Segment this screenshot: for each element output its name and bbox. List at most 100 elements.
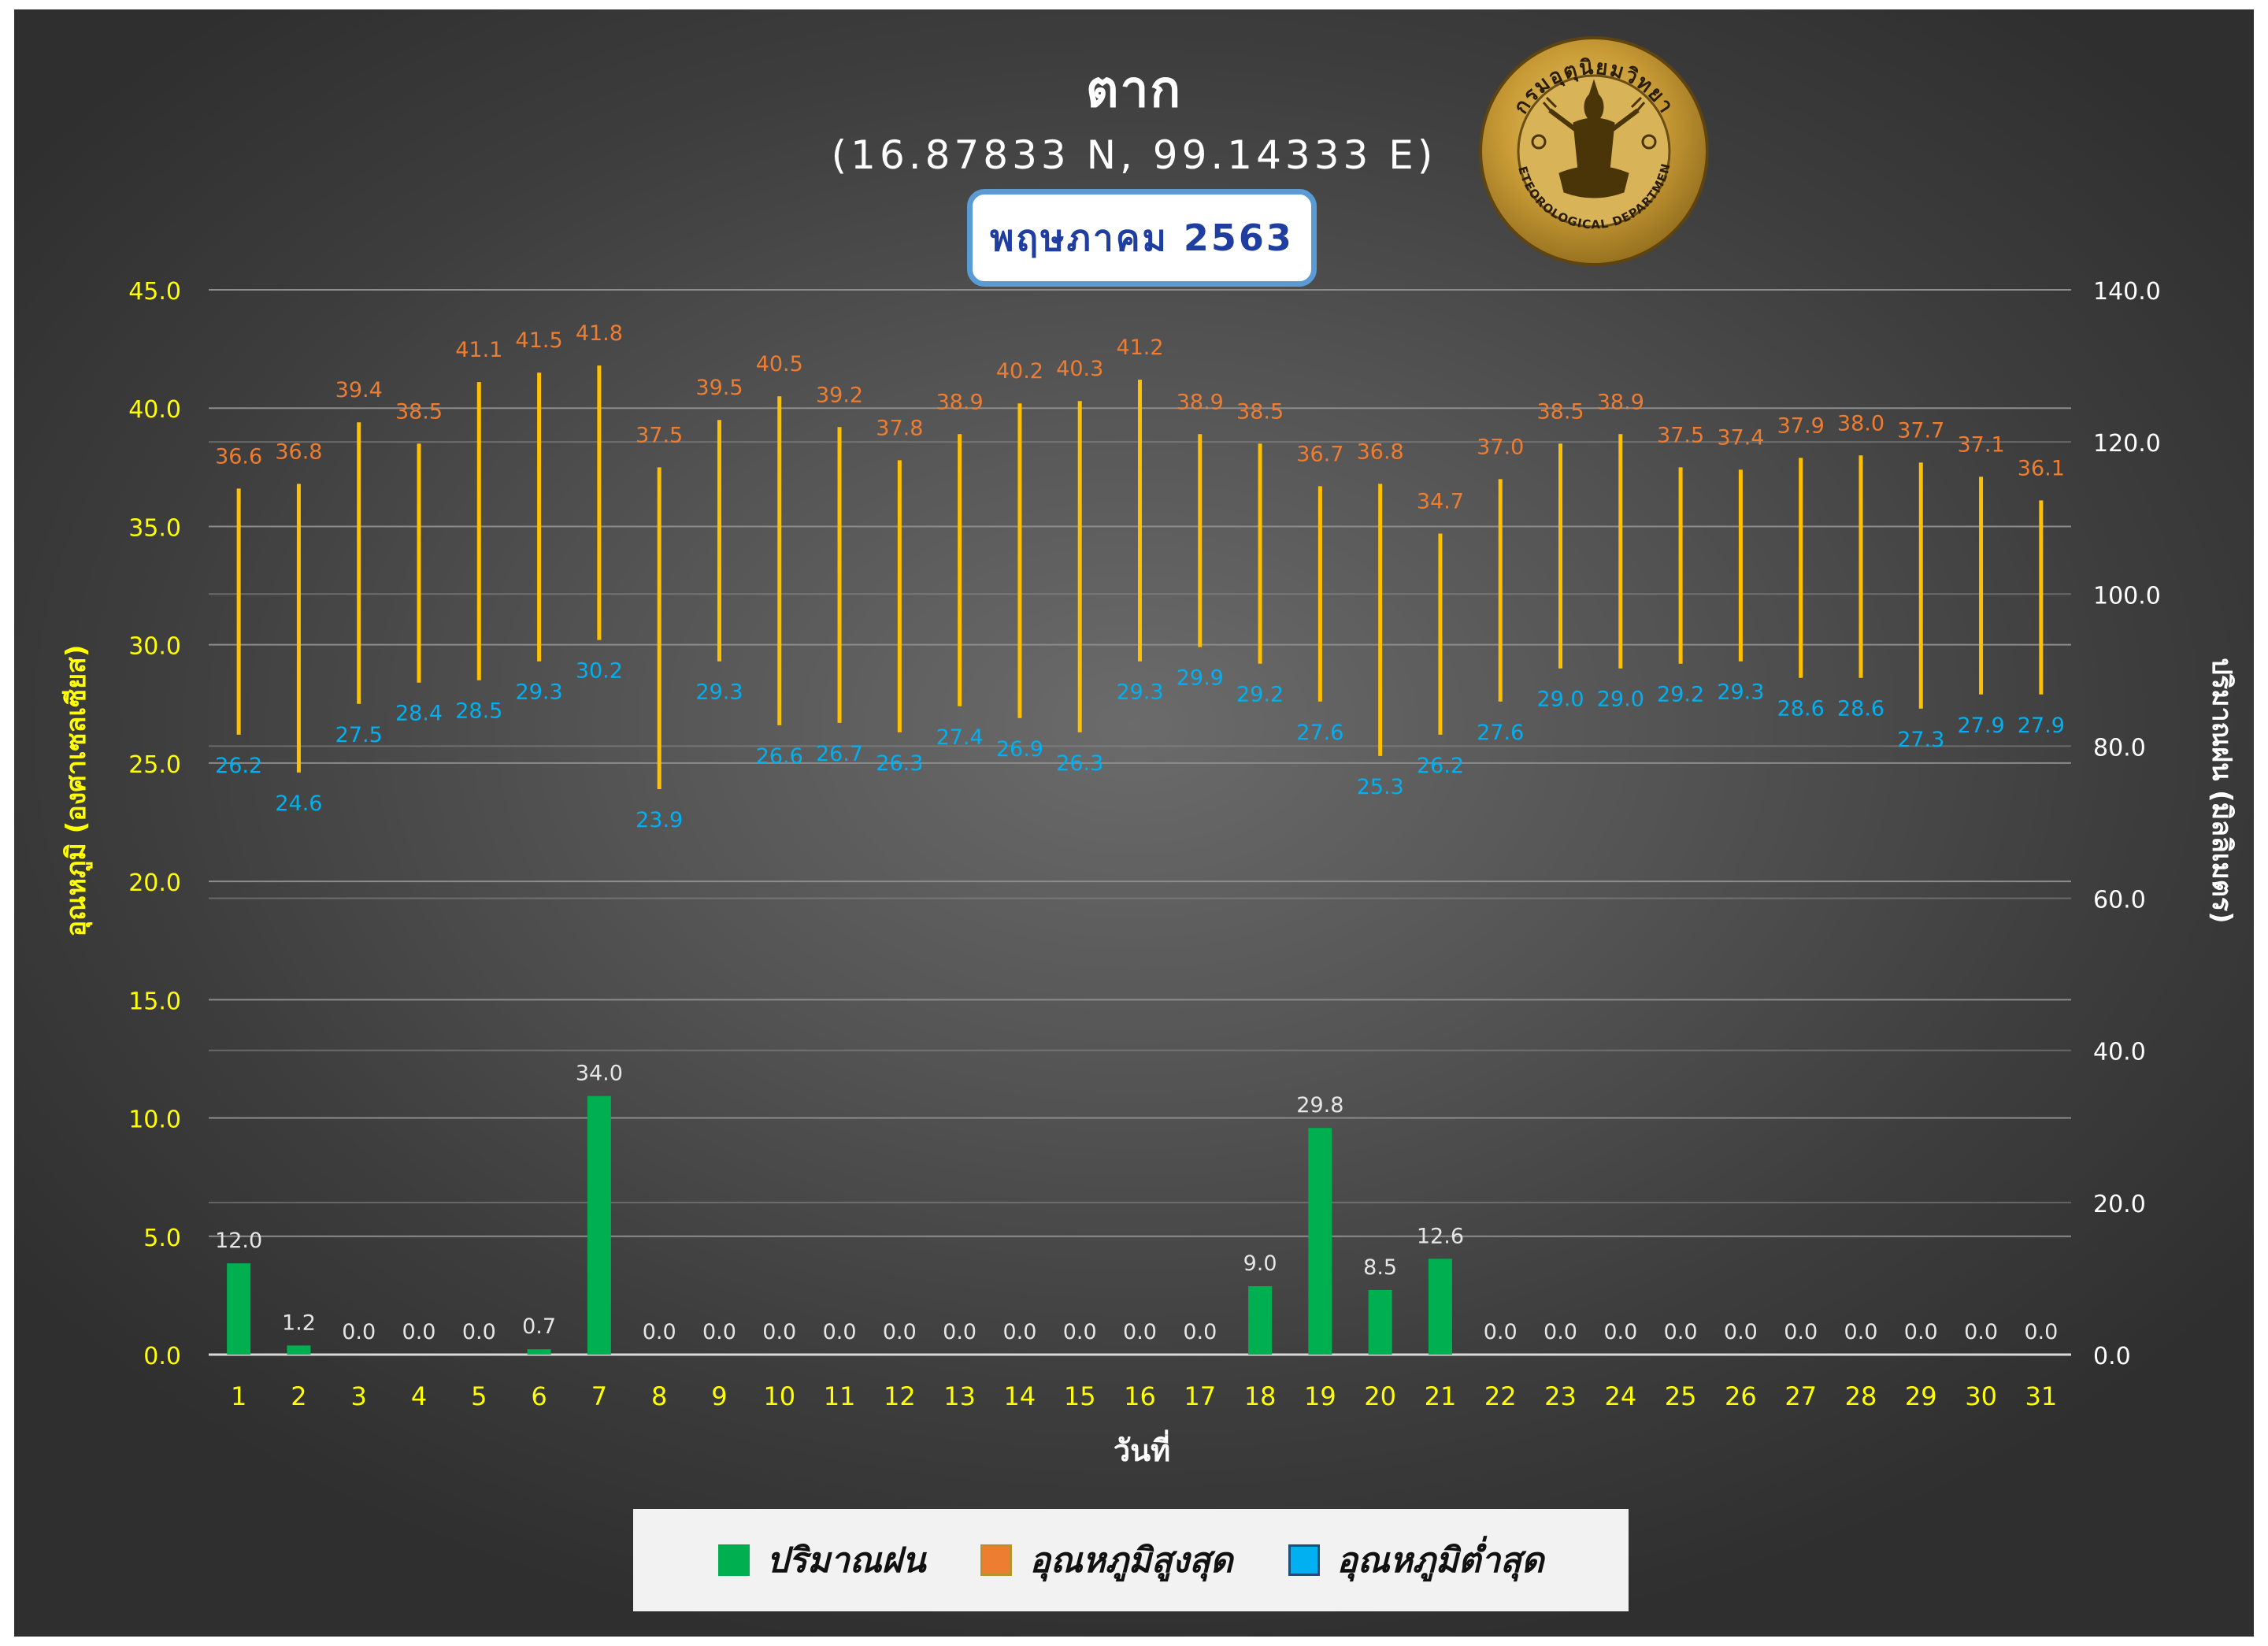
x-tick-label: 24 [1604, 1381, 1636, 1411]
chart-legend: ปริมาณฝน อุณหภูมิสูงสุด อุณหภูมิต่ำสุด [633, 1509, 1629, 1611]
max-temp-label: 38.0 [1837, 411, 1884, 436]
rain-value-label: 0.0 [1964, 1320, 1998, 1344]
rain-value-label: 0.0 [762, 1320, 796, 1344]
left-axis-title: อุณหภูมิ (องศาเซลเซียส) [61, 645, 93, 937]
min-temp-label: 28.4 [395, 702, 443, 726]
right-axis: 0.0 20.0 40.0 60.0 80.0 100.0 120.0 140.0 [2093, 278, 2161, 1370]
min-temp-label: 29.3 [695, 680, 743, 705]
max-temp-label: 37.1 [1958, 432, 2005, 457]
rain-value-label: 0.0 [1603, 1320, 1637, 1344]
min-temp-label: 26.3 [1056, 751, 1103, 776]
max-temp-label: 40.5 [756, 352, 803, 376]
x-tick-label: 14 [1004, 1381, 1036, 1411]
x-tick-label: 28 [1845, 1381, 1877, 1411]
min-temp-label: 27.6 [1296, 721, 1343, 745]
min-temp-label: 26.7 [816, 742, 863, 766]
x-tick-label: 23 [1544, 1381, 1577, 1411]
rain-value-label: 0.0 [883, 1320, 917, 1344]
rain-value-label: 8.5 [1363, 1255, 1397, 1280]
min-temp-label: 27.6 [1477, 721, 1524, 745]
rain-value-label: 0.0 [1664, 1320, 1698, 1344]
rain-bar [1428, 1259, 1452, 1355]
x-tick-label: 22 [1484, 1381, 1517, 1411]
rain-value-label: 0.0 [1724, 1320, 1758, 1344]
rain-value-label: 1.2 [282, 1310, 316, 1335]
min-temp-label: 29.9 [1177, 666, 1224, 691]
max-temp-label: 39.4 [335, 378, 383, 402]
legend-label-max-temp: อุณหภูมิสูงสุด [1029, 1540, 1233, 1581]
min-temp-label: 26.6 [756, 744, 803, 769]
rain-value-label: 0.0 [1183, 1320, 1217, 1344]
left-tick-label: 25.0 [128, 751, 181, 779]
min-temp-label: 28.6 [1777, 697, 1825, 721]
legend-label-rain: ปริมาณฝน [766, 1540, 926, 1581]
rain-bar [1248, 1286, 1273, 1355]
x-tick-label: 25 [1665, 1381, 1697, 1411]
x-tick-label: 4 [411, 1381, 427, 1411]
legend-item-max-temp: อุณหภูมิสูงสุด [980, 1533, 1233, 1588]
rain-value-label: 0.0 [1484, 1320, 1518, 1344]
min-temp-label: 29.0 [1597, 688, 1644, 712]
meteorological-department-logo-icon: กรมอุตุนิยมวิทยา METEOROLOGICAL DEPARTME… [1477, 35, 1709, 266]
temperature-range-lines [236, 365, 2044, 789]
rain-value-label: 0.0 [1002, 1320, 1036, 1344]
min-temp-label: 29.3 [1717, 680, 1764, 705]
max-temp-label: 36.8 [275, 439, 322, 464]
x-tick-label: 12 [884, 1381, 916, 1411]
max-temp-label: 41.5 [516, 328, 563, 353]
rain-value-label: 0.0 [1063, 1320, 1097, 1344]
max-temp-label: 38.5 [395, 399, 443, 424]
max-temp-label: 37.8 [876, 416, 923, 440]
rain-bar [1368, 1289, 1392, 1355]
max-temp-label: 39.5 [695, 376, 743, 400]
x-tick-label: 15 [1064, 1381, 1096, 1411]
x-tick-label: 17 [1184, 1381, 1216, 1411]
x-tick-label: 2 [291, 1381, 306, 1411]
max-temp-label: 41.8 [576, 321, 623, 346]
max-temp-label: 36.7 [1296, 442, 1343, 466]
max-temp-label: 37.4 [1717, 425, 1764, 450]
rain-value-label: 9.0 [1243, 1251, 1277, 1276]
max-temp-label: 38.9 [936, 390, 984, 414]
rain-value-label: 0.0 [1844, 1320, 1878, 1344]
max-temp-label: 37.7 [1897, 418, 1944, 443]
data-labels: 12.0 36.6 26.2 1.2 36.8 24.6 0.0 39.4 27.5 0.0 38.… [215, 321, 2065, 1344]
min-temp-label: 27.9 [2018, 714, 2065, 738]
x-tick-label: 16 [1124, 1381, 1156, 1411]
min-temp-label: 29.2 [1657, 683, 1704, 707]
x-tick-label: 9 [711, 1381, 727, 1411]
min-temp-label: 29.3 [1116, 680, 1163, 705]
left-tick-label: 35.0 [128, 514, 181, 542]
min-temp-label: 30.2 [576, 659, 623, 684]
max-temp-label: 36.6 [215, 444, 262, 469]
station-coordinates: (16.87833 N, 99.14333 E) [831, 132, 1437, 178]
max-temp-label: 38.5 [1536, 399, 1584, 424]
left-tick-label: 15.0 [128, 988, 181, 1015]
rain-value-label: 0.0 [1904, 1320, 1938, 1344]
min-temp-label: 23.9 [636, 808, 683, 832]
left-tick-label: 0.0 [143, 1343, 181, 1370]
rain-value-label: 0.7 [522, 1314, 556, 1339]
x-tick-label: 31 [2025, 1381, 2057, 1411]
rain-value-label: 0.0 [2024, 1320, 2058, 1344]
min-temp-label: 28.6 [1837, 697, 1884, 721]
x-tick-label: 5 [471, 1381, 487, 1411]
month-badge: พฤษภาคม 2563 [967, 189, 1317, 287]
rain-value-label: 0.0 [1544, 1320, 1577, 1344]
min-temp-label: 26.2 [1417, 754, 1464, 778]
max-temp-label: 38.9 [1177, 390, 1224, 414]
max-temp-label: 38.9 [1597, 390, 1644, 414]
right-tick-label: 100.0 [2093, 582, 2161, 610]
left-tick-label: 20.0 [128, 869, 181, 897]
max-temp-label: 39.2 [816, 383, 863, 407]
min-temp-label: 27.5 [335, 723, 383, 747]
min-temp-label: 27.9 [1958, 714, 2005, 738]
min-temp-label: 26.3 [876, 751, 923, 776]
right-tick-label: 80.0 [2093, 734, 2146, 762]
min-temp-swatch [1288, 1544, 1320, 1576]
x-tick-label: 10 [763, 1381, 795, 1411]
rain-value-label: 0.0 [1123, 1320, 1157, 1344]
right-axis-title: ปริมาณฝน (มิลลิเมตร) [2206, 658, 2237, 923]
min-temp-label: 28.5 [455, 699, 502, 724]
rain-value-label: 12.6 [1417, 1224, 1464, 1248]
